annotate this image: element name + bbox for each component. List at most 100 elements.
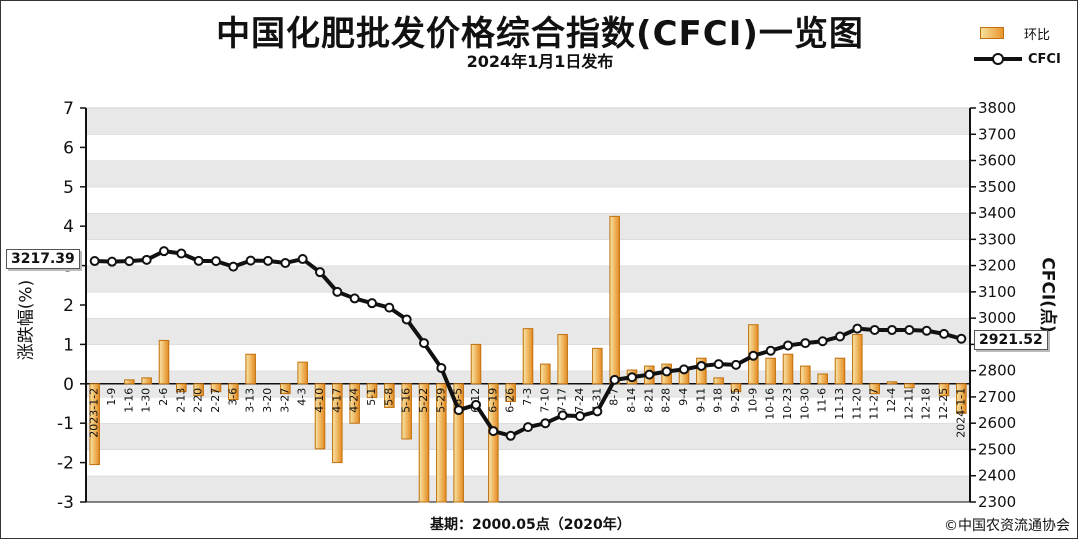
y-left-tick-label: -3 (57, 493, 74, 513)
cfci-point (245, 255, 256, 266)
bar (332, 383, 343, 464)
x-tick-label: 7-24 (573, 388, 586, 413)
legend-item-bar: 环比 (974, 20, 1076, 46)
cfci-point (592, 406, 603, 417)
cfci-point (731, 359, 741, 370)
x-tick-label: 3-13 (244, 388, 257, 413)
x-tick-label: 8-28 (660, 388, 673, 413)
bar (245, 353, 256, 385)
x-tick-label: 2024-1-1 (954, 388, 967, 438)
y-axis-left-label: 涨跌幅(%) (16, 279, 37, 361)
x-tick-label: 10-23 (781, 388, 794, 420)
cfci-point (401, 314, 412, 325)
x-tick-label: 4-17 (330, 388, 343, 413)
cfci-point (783, 340, 793, 351)
bar (366, 383, 378, 399)
bar (280, 383, 291, 395)
cfci-point (748, 350, 759, 361)
x-tick-label: 9-4 (677, 388, 690, 406)
cfci-point (280, 257, 291, 268)
cfci-point (159, 246, 169, 257)
x-tick-label: 3-20 (261, 388, 274, 413)
bar (540, 363, 551, 385)
x-tick-label: 12-25 (937, 388, 950, 420)
y-left-tick-label: -2 (57, 454, 74, 474)
cfci-point (575, 411, 585, 422)
bar (228, 383, 239, 401)
x-tick-label: 2-20 (192, 388, 205, 413)
y-left-tick-label: 7 (63, 99, 74, 119)
x-tick-label: 6-26 (504, 388, 517, 413)
bar (782, 353, 794, 385)
x-tick-label: 11-20 (850, 388, 863, 420)
cfci-point (627, 372, 637, 383)
y-right-tick-label: 3300 (978, 230, 1016, 248)
x-tick-label: 12-4 (885, 388, 898, 413)
cfci-point (228, 261, 239, 272)
cfci-point (349, 293, 360, 304)
bar (453, 383, 464, 503)
cfci-point (713, 359, 724, 370)
bar (938, 383, 950, 397)
bar (176, 383, 187, 393)
x-tick-label: 1-9 (105, 388, 118, 406)
y-right-tick-label: 3400 (978, 204, 1016, 222)
x-tick-label: 7-3 (521, 388, 534, 406)
cfci-point (89, 256, 100, 267)
x-tick-label: 6-19 (486, 388, 499, 413)
y-left-tick-label: 1 (63, 335, 74, 355)
chart-subtitle: 2024年1月1日发布 (466, 52, 614, 71)
bar (834, 357, 846, 385)
cfci-point (263, 255, 273, 266)
y-right-tick-label: 2500 (978, 440, 1016, 458)
bar (609, 215, 620, 385)
cfci-point (141, 254, 152, 265)
cfci-point (384, 302, 395, 313)
bar (141, 377, 152, 385)
callout-end-value: 2921.52 (974, 330, 1048, 350)
legend-bar-label: 环比 (1024, 27, 1051, 43)
legend-line-label: CFCI (1028, 51, 1061, 67)
x-tick-label: 1-30 (140, 388, 153, 413)
bar (713, 377, 724, 385)
bar (800, 365, 811, 385)
cfci-point (107, 256, 117, 267)
bar (297, 361, 308, 385)
cfci-point (835, 331, 845, 342)
x-tick-label: 12-18 (920, 388, 933, 420)
cfci-point (904, 324, 915, 335)
cfci-point (696, 360, 707, 371)
grid-band (86, 186, 970, 214)
bar (886, 381, 898, 385)
cfci-point (800, 338, 811, 349)
cfci-point (887, 324, 897, 335)
x-tick-label: 11-27 (868, 388, 881, 420)
x-tick-label: 2023-1-2 (88, 388, 101, 438)
y-right-tick-label: 2600 (978, 414, 1016, 432)
y-right-tick-label: 2400 (978, 467, 1016, 485)
y-right-tick-label: 3200 (978, 257, 1016, 275)
bar (956, 383, 967, 414)
cfci-point (765, 345, 776, 356)
cfci-point (921, 325, 932, 336)
grid-band (86, 108, 970, 135)
bar (193, 383, 204, 397)
x-tick-label: 5-8 (382, 388, 395, 406)
grid-band (86, 396, 970, 424)
footer-copyright: ©中国农资流通协会 (944, 518, 1070, 534)
cfci-point (315, 267, 325, 278)
cfci-point (505, 430, 516, 441)
x-tick-label: 4-3 (296, 388, 309, 406)
bar (852, 334, 863, 385)
chart-title: 中国化肥批发价格综合指数(CFCI)一览图 (216, 14, 864, 54)
bar (904, 383, 915, 389)
cfci-point (939, 328, 949, 339)
bar (730, 383, 742, 393)
cfci-point (852, 323, 863, 334)
grid-band (86, 134, 970, 161)
x-tick-label: 4-24 (348, 388, 361, 413)
bar (401, 383, 412, 440)
cfci-point (661, 366, 672, 377)
chart-legend: 环比 CFCI (974, 20, 1076, 72)
